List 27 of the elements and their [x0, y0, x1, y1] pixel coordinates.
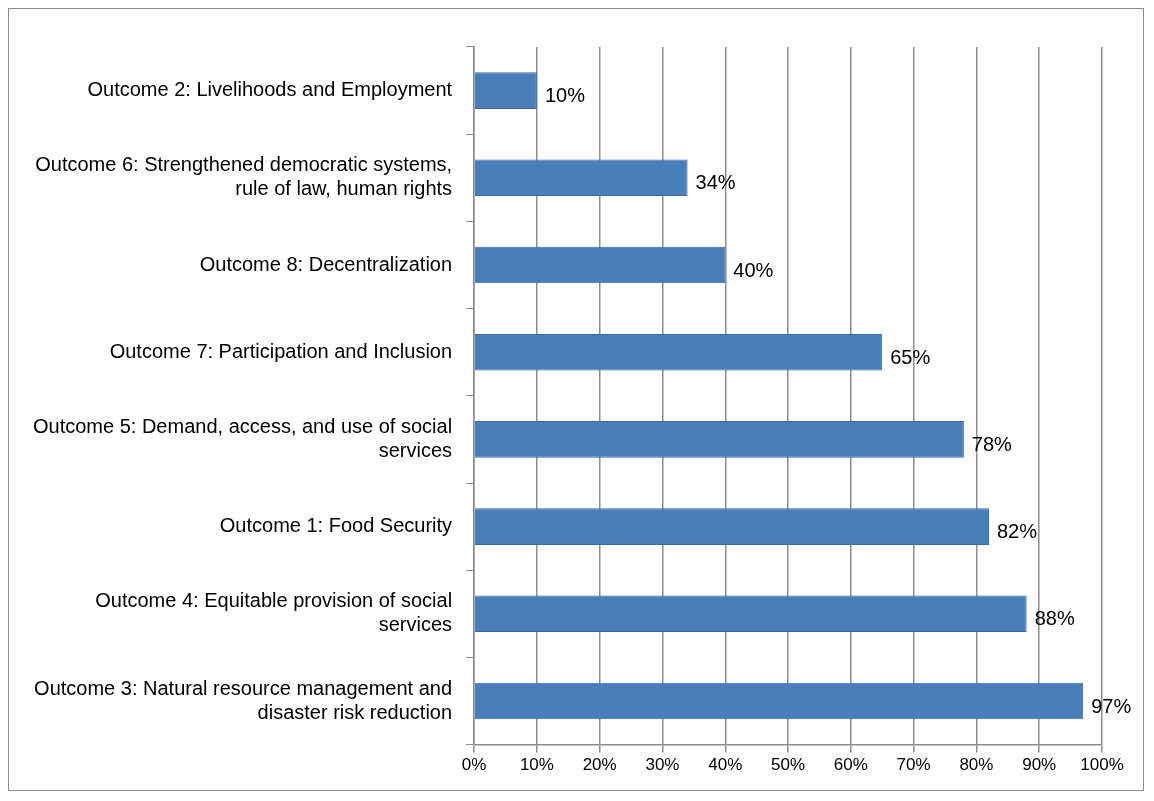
x-tick-label: 80% [959, 755, 994, 775]
x-tick-label: 100% [1080, 755, 1124, 775]
x-tick-label: 70% [896, 755, 931, 775]
x-tick-label: 0% [461, 755, 487, 775]
y-tick-label: Outcome 7: Participation and Inclusion [109, 339, 453, 362]
x-tick-label: 40% [708, 755, 743, 775]
y-tick-label: Outcome 5: Demand, access, and use of social services [32, 414, 453, 461]
y-tick-label: Outcome 3: Natural resource management and disaster risk reduction [34, 676, 453, 723]
data-label: 82% [996, 520, 1038, 543]
data-label: 40% [733, 258, 774, 281]
y-tick-label: Outcome 6: Strengthened democratic systems, rule of law, human rights [35, 153, 453, 200]
y-tick-label: Outcome 2: Livelihoods and Employment [87, 78, 453, 101]
data-label: 10% [544, 84, 586, 107]
y-tick-label: Outcome 1: Food Security [219, 514, 453, 537]
x-tick-label: 50% [771, 755, 806, 775]
data-label: 78% [971, 432, 1013, 455]
x-tick-label: 30% [645, 755, 680, 775]
x-tick-label: 90% [1022, 755, 1057, 775]
data-label: 97% [1091, 694, 1132, 717]
x-tick-label: 10% [519, 755, 554, 775]
y-tick-label: Outcome 4: Equitable provision of social services [95, 589, 453, 636]
x-tick-label: 60% [833, 755, 868, 775]
data-label: 88% [1034, 607, 1075, 630]
data-label: 65% [890, 345, 931, 368]
y-tick-label: Outcome 8: Decentralization [199, 252, 453, 275]
x-tick-label: 20% [582, 755, 617, 775]
data-label: 34% [695, 171, 736, 194]
